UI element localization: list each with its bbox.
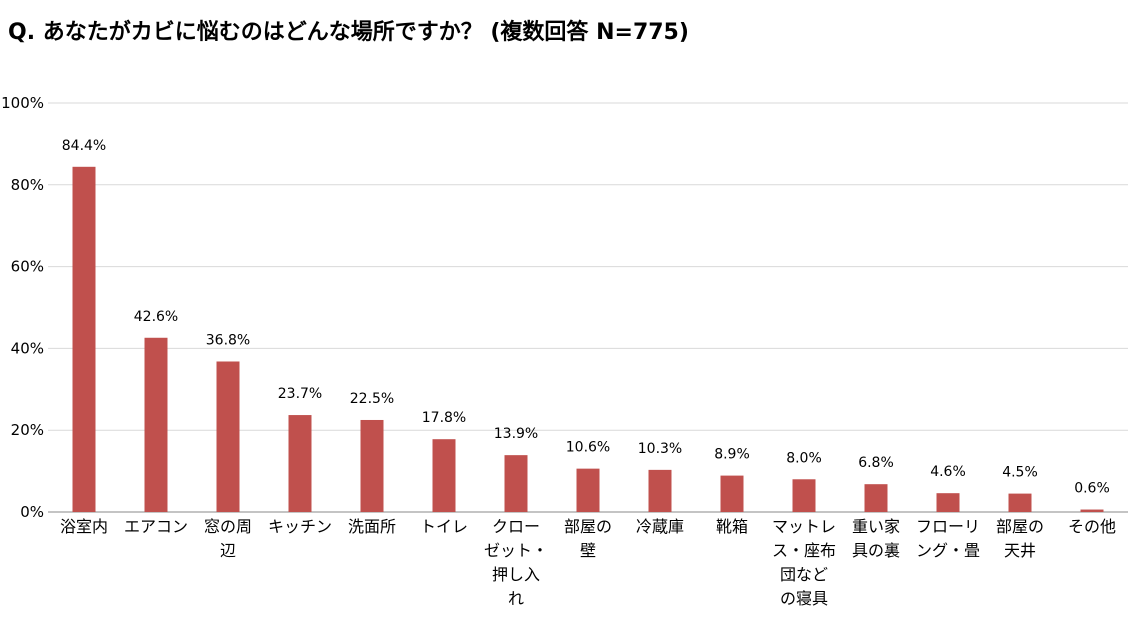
category-label-line: 洗面所 <box>348 517 396 536</box>
category-label-line: れ <box>508 589 524 608</box>
bar <box>936 493 960 512</box>
bar <box>504 455 528 512</box>
y-tick-label: 20% <box>11 421 44 439</box>
data-label: 22.5% <box>350 391 394 407</box>
y-tick-label: 80% <box>11 176 44 194</box>
category-label: 部屋の壁 <box>564 517 612 560</box>
bar <box>792 479 816 512</box>
category-label-line: 冷蔵庫 <box>636 517 684 536</box>
data-label: 8.9% <box>714 447 750 463</box>
y-tick-label: 0% <box>20 503 44 521</box>
bar <box>1008 493 1032 512</box>
data-label: 4.5% <box>1002 465 1038 481</box>
bar <box>648 469 672 512</box>
y-tick-label: 100% <box>1 94 44 112</box>
category-label-line: 靴箱 <box>716 517 748 536</box>
data-label: 10.3% <box>638 441 682 457</box>
category-label-line: トイレ <box>420 517 468 536</box>
bar <box>1080 509 1104 512</box>
category-label-line: 天井 <box>1004 541 1036 560</box>
category-label: クローゼット・押し入れ <box>484 517 548 608</box>
category-label-line: 浴室内 <box>60 517 108 536</box>
category-label-line: クロー <box>492 517 540 536</box>
category-label-line: その他 <box>1068 517 1116 536</box>
category-label: その他 <box>1068 517 1116 536</box>
category-label: 重い家具の裏 <box>852 517 900 560</box>
y-tick-label: 60% <box>11 258 44 276</box>
bar <box>720 475 744 512</box>
bar <box>288 415 312 512</box>
bar <box>576 468 600 512</box>
category-label: マットレス・座布団などの寝具 <box>772 517 836 608</box>
category-label-line: の寝具 <box>780 589 828 608</box>
category-label: エアコン <box>124 517 188 536</box>
category-label-line: ゼット・ <box>484 541 548 560</box>
category-label-line: 部屋の <box>996 517 1044 536</box>
data-label: 0.6% <box>1074 481 1110 497</box>
category-label: フローリング・畳 <box>916 517 980 560</box>
category-label: 部屋の天井 <box>996 517 1044 560</box>
data-label: 6.8% <box>858 455 894 471</box>
bar <box>144 337 168 512</box>
category-label-line: 押し入 <box>492 565 540 584</box>
data-label: 10.6% <box>566 440 610 456</box>
category-label-line: 壁 <box>580 541 596 560</box>
bar <box>216 361 240 512</box>
category-label: トイレ <box>420 517 468 536</box>
bar <box>72 166 96 512</box>
category-label-line: キッチン <box>268 517 332 536</box>
category-label: 浴室内 <box>60 517 108 536</box>
category-label-line: 具の裏 <box>852 541 900 560</box>
category-label: 冷蔵庫 <box>636 517 684 536</box>
category-label-line: 辺 <box>220 541 236 560</box>
category-label: 窓の周辺 <box>204 517 252 560</box>
chart-title: Q. あなたがカビに悩むのはどんな場所ですか？ (複数回答 N=775) <box>8 20 689 45</box>
category-label: キッチン <box>268 517 332 536</box>
category-label-line: ング・畳 <box>916 541 980 560</box>
category-label: 洗面所 <box>348 517 396 536</box>
category-label-line: フローリ <box>916 517 980 536</box>
bar <box>432 439 456 512</box>
bar <box>360 419 384 512</box>
data-label: 23.7% <box>278 386 322 402</box>
bar <box>864 484 888 512</box>
category-label-line: マットレ <box>772 517 836 536</box>
data-label: 17.8% <box>422 410 466 426</box>
category-label-line: 重い家 <box>852 517 900 536</box>
data-label: 8.0% <box>786 450 822 466</box>
category-label-line: 部屋の <box>564 517 612 536</box>
data-label: 13.9% <box>494 426 538 442</box>
category-label-line: 団など <box>780 565 828 584</box>
y-tick-label: 40% <box>11 339 44 357</box>
category-label-line: エアコン <box>124 517 188 536</box>
data-label: 42.6% <box>134 309 178 325</box>
category-label: 靴箱 <box>716 517 748 536</box>
data-label: 4.6% <box>930 464 966 480</box>
data-label: 84.4% <box>62 138 106 154</box>
category-label-line: ス・座布 <box>772 541 836 560</box>
data-label: 36.8% <box>206 332 250 348</box>
category-label-line: 窓の周 <box>204 517 252 536</box>
